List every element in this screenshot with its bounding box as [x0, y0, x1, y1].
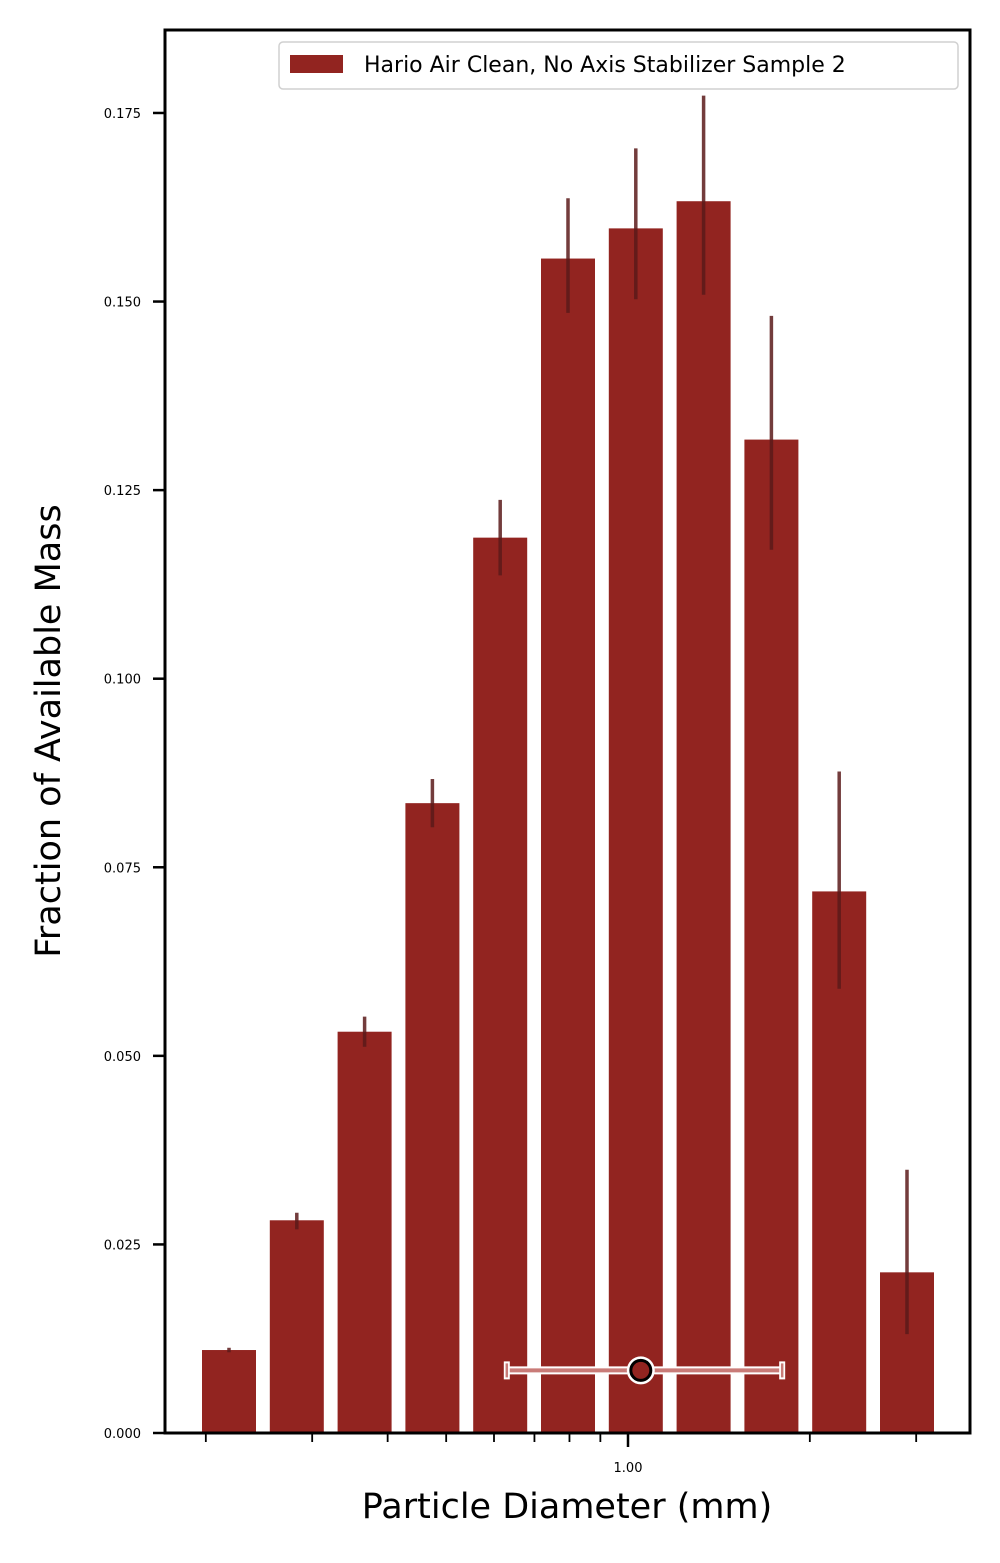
y-tick-label: 0.000 [104, 1427, 141, 1442]
bar [269, 1220, 324, 1433]
bar [405, 803, 460, 1433]
legend-box [278, 41, 959, 90]
bar [337, 1031, 392, 1433]
bar [473, 537, 528, 1433]
y-tick-label: 0.100 [104, 673, 141, 688]
legend-swatch [290, 55, 343, 73]
bar [676, 201, 731, 1434]
y-tick-label: 0.175 [104, 107, 141, 122]
y-axis-ticks: 0.000 0.025 0.050 0.075 0.100 0.125 0.150 0.175 [104, 107, 165, 1442]
summary-point [629, 1358, 653, 1382]
y-tick-label: 0.125 [104, 484, 141, 499]
bar [744, 439, 799, 1434]
y-axis-title: Fraction of Available Mass [29, 504, 69, 957]
summary-marker [503, 1356, 786, 1385]
bar [608, 228, 663, 1433]
plot-frame [163, 28, 972, 1435]
legend-label: Hario Air Clean, No Axis Stabilizer Samp… [364, 53, 846, 78]
legend: Hario Air Clean, No Axis Stabilizer Samp… [278, 41, 959, 90]
bar [541, 258, 595, 1433]
errorbars-layer [227, 95, 909, 1353]
y-tick-label: 0.075 [104, 861, 141, 876]
y-tick-label: 0.150 [104, 296, 141, 311]
x-axis-ticks [204, 1433, 918, 1447]
x-tick-label: 1.00 [614, 1461, 643, 1476]
bar [202, 1350, 256, 1433]
bars-layer [202, 201, 934, 1434]
x-axis-title: Particle Diameter (mm) [362, 1487, 772, 1527]
y-tick-label: 0.050 [104, 1050, 141, 1065]
y-tick-label: 0.025 [104, 1238, 141, 1253]
